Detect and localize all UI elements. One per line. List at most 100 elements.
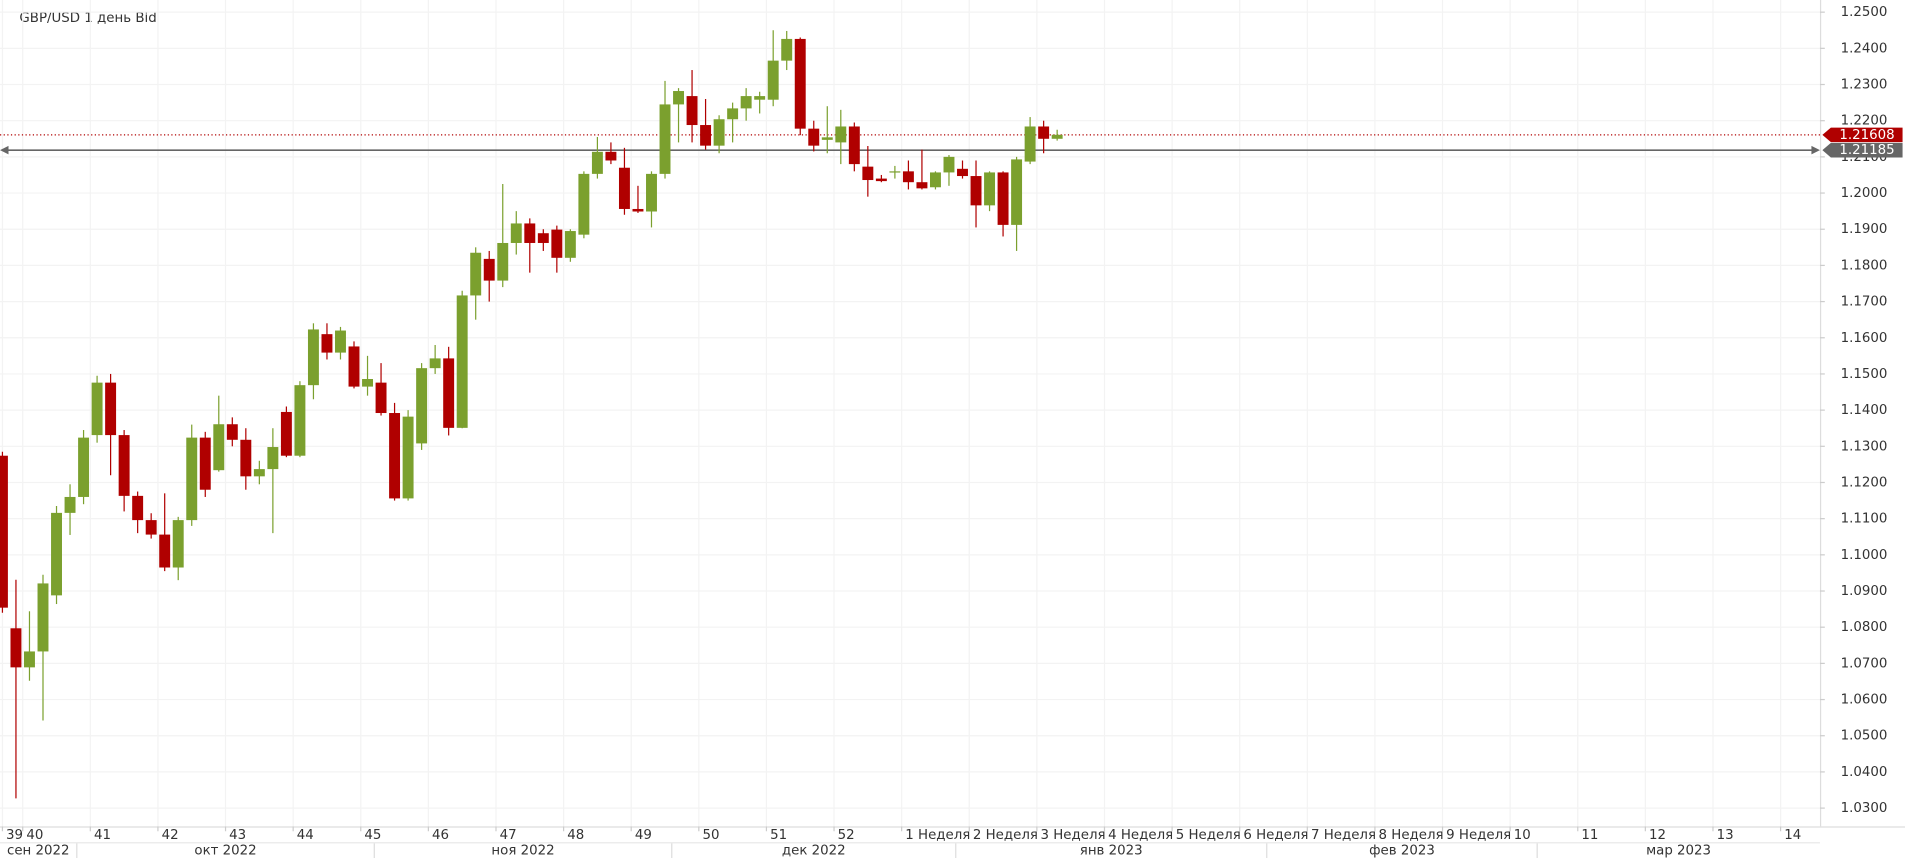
candle-body	[483, 258, 495, 281]
x-tick-label: 40	[26, 828, 43, 843]
month-label: сен 2022	[7, 844, 70, 858]
candle-body	[253, 469, 265, 477]
candle-body	[740, 96, 752, 109]
candle-body	[456, 295, 468, 428]
candle-body	[862, 166, 874, 181]
price-tag	[1822, 142, 1903, 158]
candle-body	[551, 229, 563, 258]
y-tick-label: 1.1900	[1841, 222, 1888, 237]
candle-body	[659, 104, 671, 174]
candle-body	[754, 96, 766, 100]
candle-body	[686, 96, 698, 126]
y-tick-label: 1.1800	[1841, 258, 1888, 273]
price-line-arrow	[1811, 145, 1820, 155]
candle-body	[984, 172, 996, 206]
candle-body	[713, 119, 725, 146]
x-tick-label: 6 Неделя	[1243, 828, 1308, 843]
candle-body	[375, 382, 387, 414]
candle-body	[1011, 159, 1023, 225]
y-tick-label: 1.2000	[1841, 186, 1888, 201]
y-tick-label: 1.0300	[1841, 801, 1888, 816]
month-label: ноя 2022	[491, 844, 554, 858]
x-tick-label: 10	[1514, 828, 1531, 843]
candle-body	[835, 126, 847, 143]
y-tick-label: 1.2500	[1841, 5, 1888, 20]
y-tick-label: 1.1200	[1841, 475, 1888, 490]
x-tick-label: 1 Неделя	[905, 828, 970, 843]
candle-body	[997, 172, 1009, 225]
candle-body	[537, 233, 549, 243]
candle-body	[362, 379, 373, 387]
candle-body	[199, 437, 211, 490]
candle-body	[118, 435, 130, 496]
x-tick-label: 14	[1784, 828, 1801, 843]
y-tick-label: 1.0900	[1841, 584, 1888, 599]
x-tick-label: 48	[567, 828, 584, 843]
x-tick-label: 2 Неделя	[973, 828, 1038, 843]
price-line-arrow	[0, 145, 9, 155]
candle-body	[105, 382, 117, 436]
candle-body	[916, 182, 928, 189]
x-tick-label: 5 Неделя	[1176, 828, 1241, 843]
candle-body	[226, 424, 238, 440]
candle-body	[510, 223, 522, 243]
candle-body	[1051, 134, 1063, 139]
y-tick-label: 1.1600	[1841, 331, 1888, 346]
candle-body	[605, 151, 617, 161]
candle-body	[145, 520, 157, 535]
y-tick-label: 1.1100	[1841, 512, 1888, 527]
month-label: дек 2022	[782, 844, 846, 858]
candle-body	[78, 437, 90, 497]
chart-title: GBP/USD 1 день Bid	[19, 11, 156, 26]
candle-body	[0, 455, 8, 608]
month-label: мар 2023	[1646, 844, 1711, 858]
candle-body	[294, 385, 306, 456]
candle-body	[91, 382, 103, 436]
candle-body	[10, 628, 22, 668]
candle-body	[416, 368, 428, 444]
x-tick-label: 51	[770, 828, 787, 843]
candle-body	[280, 411, 292, 456]
price-tag-label: 1.21185	[1839, 143, 1894, 158]
month-label: фев 2023	[1369, 844, 1435, 858]
x-tick-label: 7 Неделя	[1311, 828, 1376, 843]
candle-body	[240, 439, 252, 477]
price-tag	[1822, 127, 1903, 143]
month-label: окт 2022	[194, 844, 256, 858]
candle-body	[970, 176, 982, 206]
candle-body	[159, 534, 171, 568]
x-tick-label: 41	[94, 828, 111, 843]
price-tag-label: 1.21608	[1839, 128, 1894, 143]
y-tick-label: 1.1500	[1841, 367, 1888, 382]
x-tick-label: 47	[500, 828, 517, 843]
month-label: янв 2023	[1080, 844, 1143, 858]
x-tick-label: 46	[432, 828, 449, 843]
y-tick-label: 1.1000	[1841, 548, 1888, 563]
candle-body	[808, 128, 820, 146]
y-tick-label: 1.2300	[1841, 78, 1888, 93]
candle-body	[632, 208, 644, 212]
x-tick-label: 11	[1581, 828, 1598, 843]
x-tick-label: 8 Неделя	[1379, 828, 1444, 843]
candle-body	[1038, 126, 1050, 139]
candle-body	[429, 358, 441, 369]
candle-body	[335, 330, 346, 353]
candle-body	[37, 583, 49, 652]
candle-body	[64, 496, 76, 513]
candle-body	[267, 447, 279, 470]
y-tick-label: 1.2400	[1841, 41, 1888, 56]
y-tick-label: 1.1700	[1841, 295, 1888, 310]
candle-body	[51, 512, 62, 596]
candle-body	[767, 60, 779, 100]
candle-body	[578, 173, 590, 235]
y-tick-label: 1.0500	[1841, 729, 1888, 744]
y-tick-label: 1.1300	[1841, 439, 1888, 454]
candle-body	[646, 173, 657, 212]
candle-body	[172, 520, 184, 568]
candle-body	[307, 329, 319, 386]
y-tick-label: 1.1400	[1841, 403, 1888, 418]
candle-body	[348, 346, 360, 387]
x-tick-label: 39	[6, 828, 23, 843]
